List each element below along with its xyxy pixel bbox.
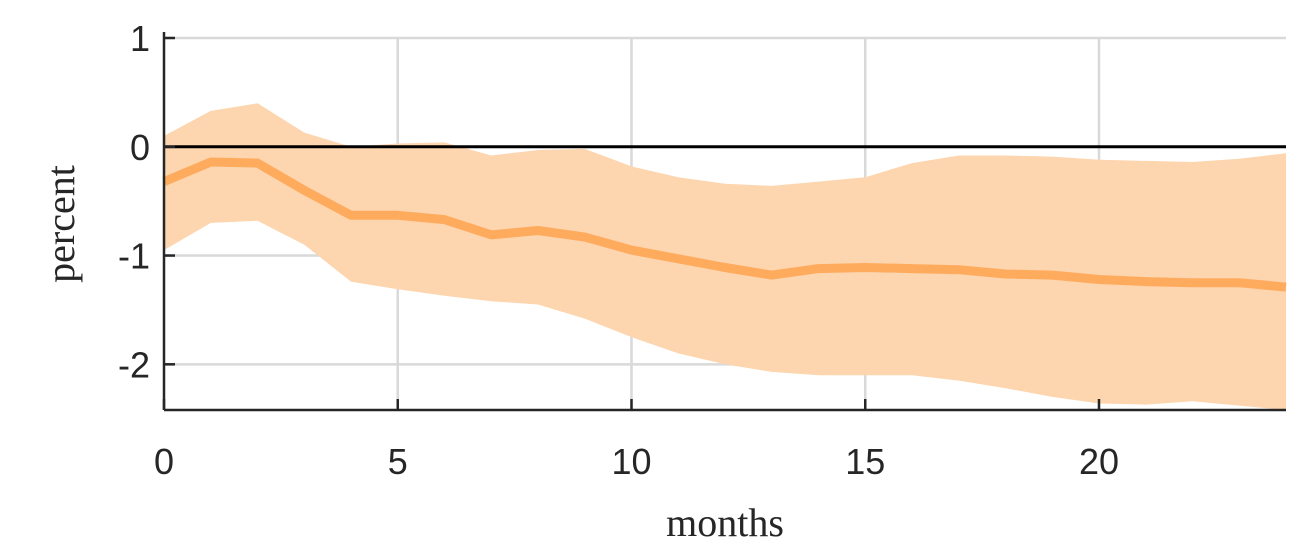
y-tick-label-0: 1 [130,18,150,59]
axes [162,32,1286,412]
confidence-band [164,103,1286,411]
x-tick-label-2: 10 [611,441,651,482]
series-line [162,157,1287,292]
y-tick-label-1: 0 [130,127,150,168]
x-tick-label-1: 5 [388,441,408,482]
x-tick-label-4: 20 [1079,441,1119,482]
x-axis-label: months [666,500,784,545]
y-tick-label-2: -1 [118,236,150,277]
y-tick-label-3: -2 [118,344,150,385]
x-tick-label-0: 0 [154,441,174,482]
x-tick-label-3: 15 [845,441,885,482]
y-axis-label: percent [38,165,83,283]
